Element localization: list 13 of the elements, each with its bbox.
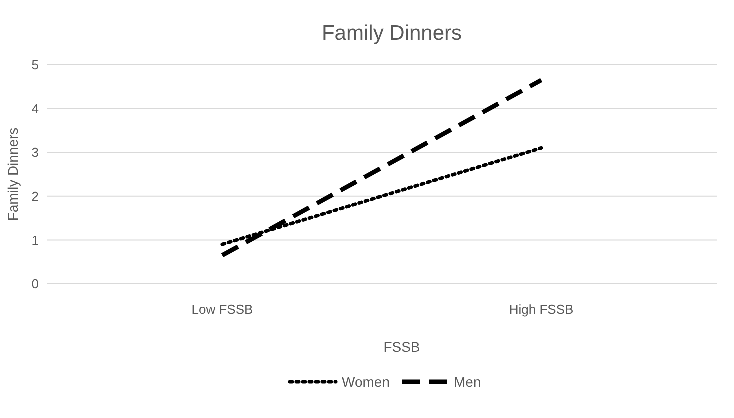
- y-tick-label: 3: [32, 145, 39, 160]
- legend-label: Women: [342, 374, 390, 390]
- y-tick-label: 1: [32, 232, 39, 248]
- x-axis-title: FSSB: [384, 339, 420, 355]
- y-axis-title: Family Dinners: [5, 128, 21, 222]
- x-tick-label: High FSSB: [509, 302, 574, 317]
- legend-label: Men: [454, 374, 482, 390]
- y-tick-label: 2: [32, 188, 39, 204]
- y-tick-label: 5: [32, 58, 39, 73]
- chart-title: Family Dinners: [322, 22, 462, 45]
- y-tick-label: 4: [32, 101, 39, 116]
- y-tick-label: 0: [32, 276, 39, 292]
- x-tick-label: Low FSSB: [192, 302, 254, 317]
